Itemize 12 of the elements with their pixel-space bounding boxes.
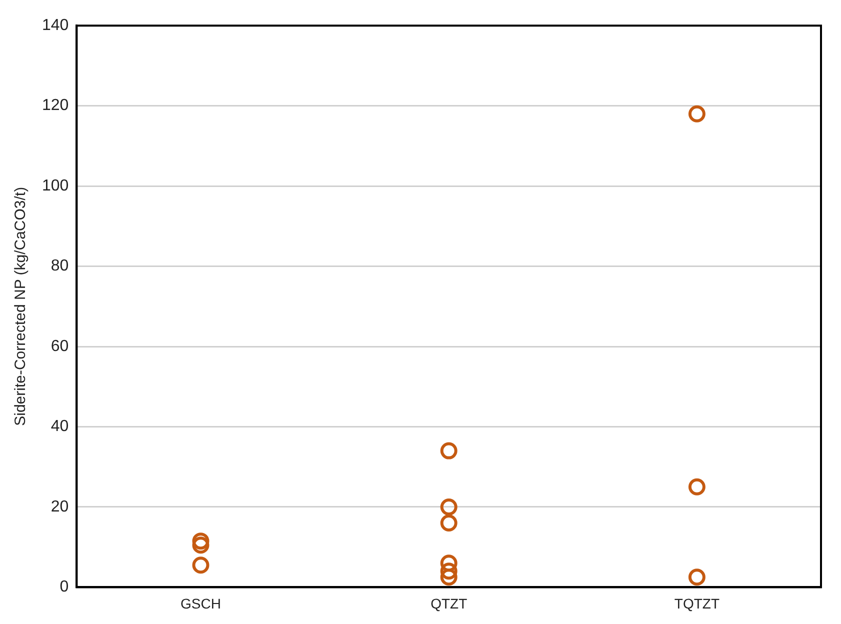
y-tick-label: 40 <box>50 418 69 436</box>
y-tick-label: 60 <box>50 338 69 355</box>
y-tick-label: 100 <box>42 177 69 194</box>
y-tick-label: 140 <box>42 17 69 34</box>
y-tick-label: 20 <box>50 498 69 516</box>
y-axis-title: Siderite-Corrected NP (kg/CaCO3/t) <box>12 186 30 426</box>
y-tick-label: 80 <box>50 258 69 275</box>
y-tick-label: 120 <box>42 97 69 114</box>
x-tick-label: GSCH <box>180 595 221 612</box>
x-tick-label: TQTZT <box>674 595 720 612</box>
x-tick-label: QTZT <box>430 595 468 612</box>
y-tick-label: 0 <box>60 578 69 596</box>
